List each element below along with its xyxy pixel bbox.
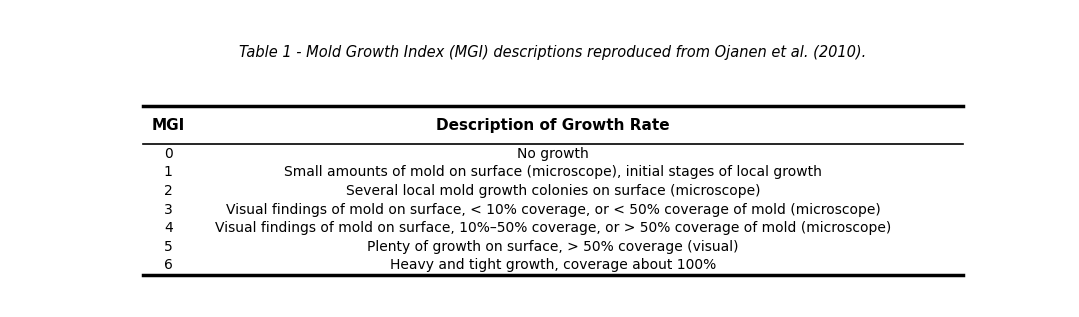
Text: 4: 4: [164, 221, 173, 235]
Text: Table 1 - Mold Growth Index (MGI) descriptions reproduced from Ojanen et al. (20: Table 1 - Mold Growth Index (MGI) descri…: [240, 45, 866, 60]
Text: Small amounts of mold on surface (microscope), initial stages of local growth: Small amounts of mold on surface (micros…: [284, 165, 822, 179]
Text: Plenty of growth on surface, > 50% coverage (visual): Plenty of growth on surface, > 50% cover…: [367, 240, 739, 254]
Text: 6: 6: [164, 258, 173, 273]
Text: 3: 3: [164, 203, 173, 217]
Text: 0: 0: [164, 146, 173, 160]
Text: 2: 2: [164, 184, 173, 198]
Text: MGI: MGI: [152, 118, 185, 133]
Text: 5: 5: [164, 240, 173, 254]
Text: Several local mold growth colonies on surface (microscope): Several local mold growth colonies on su…: [345, 184, 761, 198]
Text: 1: 1: [164, 165, 173, 179]
Text: No growth: No growth: [517, 146, 589, 160]
Text: Description of Growth Rate: Description of Growth Rate: [436, 118, 670, 133]
Text: Visual findings of mold on surface, < 10% coverage, or < 50% coverage of mold (m: Visual findings of mold on surface, < 10…: [226, 203, 880, 217]
Text: Heavy and tight growth, coverage about 100%: Heavy and tight growth, coverage about 1…: [390, 258, 716, 273]
Text: Visual findings of mold on surface, 10%–50% coverage, or > 50% coverage of mold : Visual findings of mold on surface, 10%–…: [215, 221, 891, 235]
